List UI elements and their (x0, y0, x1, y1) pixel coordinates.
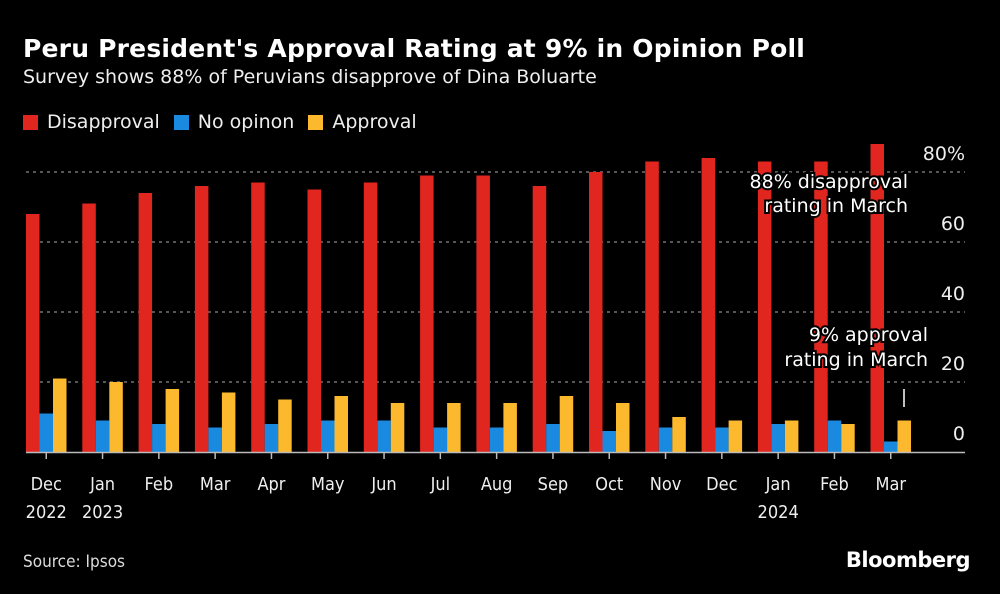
x-tick-label: Jan (89, 474, 115, 495)
x-tick-label: Dec (706, 474, 737, 495)
legend-swatch-approval (308, 114, 324, 130)
y-tick-label: 20 (941, 353, 965, 375)
bar-approval (165, 389, 180, 452)
chart-title: Peru President's Approval Rating at 9% i… (23, 34, 806, 63)
x-year-label: 2022 (26, 502, 67, 523)
legend-label-disapproval: Disapproval (47, 111, 160, 133)
bar-no-opinion (658, 427, 673, 452)
bar-approval (447, 403, 461, 452)
x-tick-label: Aug (481, 474, 513, 495)
x-tick-label: Jul (430, 474, 451, 495)
source-note: Source: Ipsos (23, 552, 126, 572)
x-axis-labels: Dec 2022 Jan 2023 Feb Mar Apr May Jun Jul Aug Sep Oc… (26, 474, 907, 523)
bar-disapproval (420, 175, 434, 452)
bar-no-opinion (771, 424, 785, 452)
bar-disapproval (251, 182, 265, 452)
legend-item-no-opinion: No opinon (173, 111, 295, 133)
x-tick-label: Jan (765, 474, 791, 495)
bar-approval (841, 424, 855, 452)
bar-no-opinion (884, 441, 898, 452)
bar-disapproval (814, 161, 828, 452)
bar-disapproval (26, 214, 40, 452)
bar-no-opinion (377, 420, 391, 452)
bar-approval (390, 403, 405, 452)
bar-disapproval (138, 193, 153, 452)
x-tick-label: Oct (595, 474, 623, 495)
x-tick-label: Dec (31, 474, 62, 495)
annotation-text: 88% disapproval (750, 171, 908, 193)
bar-disapproval (757, 161, 772, 452)
bar-no-opinion (715, 427, 729, 452)
bar-no-opinion (546, 424, 560, 452)
annotation-text: rating in March (764, 195, 908, 217)
bar-no-opinion (95, 420, 110, 452)
bar-approval (616, 403, 630, 452)
bar-approval (278, 399, 292, 452)
bar-no-opinion (321, 420, 335, 452)
bar-approval (334, 396, 348, 452)
chart-subtitle: Survey shows 88% of Peruvians disapprove… (23, 66, 597, 88)
x-tick-label: Mar (200, 474, 231, 495)
bar-disapproval (307, 189, 321, 452)
bars (26, 144, 911, 452)
x-axis (26, 451, 965, 459)
bar-disapproval (589, 172, 603, 452)
bar-approval (897, 420, 911, 452)
x-tick-label: Nov (650, 474, 682, 495)
y-tick-label: 0 (953, 423, 965, 445)
bloomberg-logo: Bloomberg (845, 548, 971, 572)
bar-disapproval (701, 158, 716, 452)
x-tick-label: Sep (538, 474, 569, 495)
legend-label-approval: Approval (332, 111, 417, 133)
bar-no-opinion (264, 424, 279, 452)
bar-approval (559, 396, 574, 452)
legend-item-disapproval: Disapproval (23, 111, 160, 133)
x-tick-label: Mar (875, 474, 906, 495)
bar-no-opinion (208, 427, 222, 452)
bar-disapproval (476, 175, 490, 452)
bar-no-opinion (433, 427, 448, 452)
bar-disapproval (363, 182, 378, 452)
bar-no-opinion (602, 431, 616, 452)
x-tick-label: May (311, 474, 345, 495)
bar-disapproval (532, 186, 547, 452)
x-year-label: 2024 (758, 502, 799, 523)
legend: Disapproval No opinon Approval (23, 111, 431, 133)
bar-disapproval (870, 144, 884, 452)
legend-label-no-opinion: No opinon (197, 111, 295, 133)
x-tick-label: Apr (257, 474, 285, 495)
bar-approval (728, 420, 743, 452)
bar-approval (53, 378, 67, 452)
y-tick-label: 40 (941, 283, 965, 305)
bar-approval (221, 392, 236, 452)
bar-approval (503, 403, 517, 452)
y-tick-label: 80% (923, 143, 965, 165)
bar-disapproval (645, 161, 659, 452)
bar-approval (109, 382, 123, 452)
bar-disapproval (194, 186, 209, 452)
bar-no-opinion (489, 427, 504, 452)
x-year-label: 2023 (82, 502, 123, 523)
bar-no-opinion (152, 424, 166, 452)
x-tick-label: Feb (145, 474, 174, 495)
bar-no-opinion (39, 413, 53, 452)
x-tick-label: Jun (370, 474, 396, 495)
bar-approval (672, 417, 686, 452)
gridlines (26, 171, 965, 383)
bar-no-opinion (827, 420, 842, 452)
legend-swatch-no-opinion (173, 114, 189, 130)
bar-approval (784, 420, 799, 452)
y-axis: 0 20 40 60 80% (923, 143, 965, 445)
bar-disapproval (82, 203, 96, 452)
annotation-text: 9% approval (809, 324, 928, 346)
annotation-text: rating in March (784, 349, 928, 371)
y-tick-label: 60 (941, 213, 965, 235)
legend-swatch-disapproval (23, 114, 38, 130)
legend-item-approval: Approval (308, 111, 417, 133)
x-tick-label: Feb (820, 474, 849, 495)
